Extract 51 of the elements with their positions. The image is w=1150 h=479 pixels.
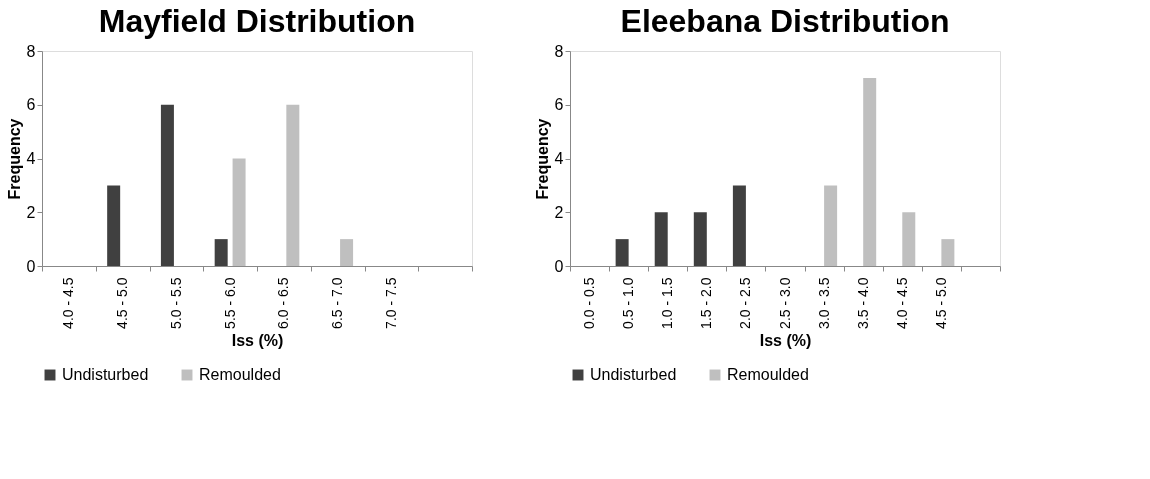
bar — [286, 104, 300, 266]
bar — [863, 77, 877, 266]
chart-title: Eleebana Distribution — [620, 3, 950, 39]
x-tick-label: 4.0 - 4.5 — [893, 277, 910, 329]
bar — [214, 239, 228, 266]
y-tick-label: 0 — [554, 257, 564, 275]
bar — [107, 185, 121, 266]
x-tick-label: 6.0 - 6.5 — [275, 277, 292, 329]
bar — [654, 212, 668, 266]
x-tick-label: 4.0 - 4.5 — [60, 277, 77, 329]
bar — [941, 239, 955, 266]
y-tick-label: 4 — [554, 150, 564, 167]
y-tick-label: 2 — [554, 203, 564, 221]
bar — [340, 239, 354, 266]
bar — [902, 212, 916, 266]
bar — [824, 185, 838, 266]
legend-label: Undisturbed — [590, 366, 677, 383]
y-tick-label: 6 — [554, 96, 564, 114]
y-tick-label: 6 — [26, 96, 36, 114]
chart-title: Mayfield Distribution — [98, 3, 416, 39]
x-tick-label: 3.5 - 4.0 — [854, 277, 871, 329]
bar — [693, 212, 707, 266]
y-tick-label: 4 — [26, 150, 36, 167]
x-tick-label: 4.5 - 5.0 — [932, 277, 949, 329]
y-tick-label: 8 — [554, 42, 564, 60]
y-tick-label: 8 — [26, 42, 36, 60]
x-tick-label: 0.0 - 0.5 — [581, 277, 598, 329]
y-tick-label: 0 — [26, 257, 36, 275]
x-tick-label: 5.5 - 6.0 — [221, 277, 238, 329]
y-axis-title: Frequency — [5, 118, 23, 200]
legend-label: Remoulded — [727, 366, 809, 383]
x-axis-title: Iss (%) — [759, 331, 812, 349]
bar — [160, 104, 174, 266]
y-axis-title: Frequency — [533, 118, 551, 200]
x-tick-label: 3.0 - 3.5 — [815, 277, 832, 329]
x-axis-title: Iss (%) — [231, 331, 284, 349]
bar — [732, 185, 746, 266]
legend-label: Remoulded — [199, 366, 281, 383]
x-tick-label: 1.0 - 1.5 — [659, 277, 676, 329]
bar — [232, 158, 246, 266]
x-tick-label: 7.0 - 7.5 — [382, 277, 399, 329]
x-tick-label: 2.5 - 3.0 — [776, 277, 793, 329]
bar — [615, 239, 629, 266]
x-tick-label: 1.5 - 2.0 — [698, 277, 715, 329]
x-tick-label: 2.0 - 2.5 — [737, 277, 754, 329]
x-tick-label: 6.5 - 7.0 — [329, 277, 346, 329]
x-tick-label: 0.5 - 1.0 — [620, 277, 637, 329]
x-tick-label: 4.5 - 5.0 — [114, 277, 131, 329]
y-tick-label: 2 — [26, 203, 36, 221]
x-tick-label: 5.0 - 5.5 — [167, 277, 184, 329]
legend-label: Undisturbed — [62, 366, 149, 383]
